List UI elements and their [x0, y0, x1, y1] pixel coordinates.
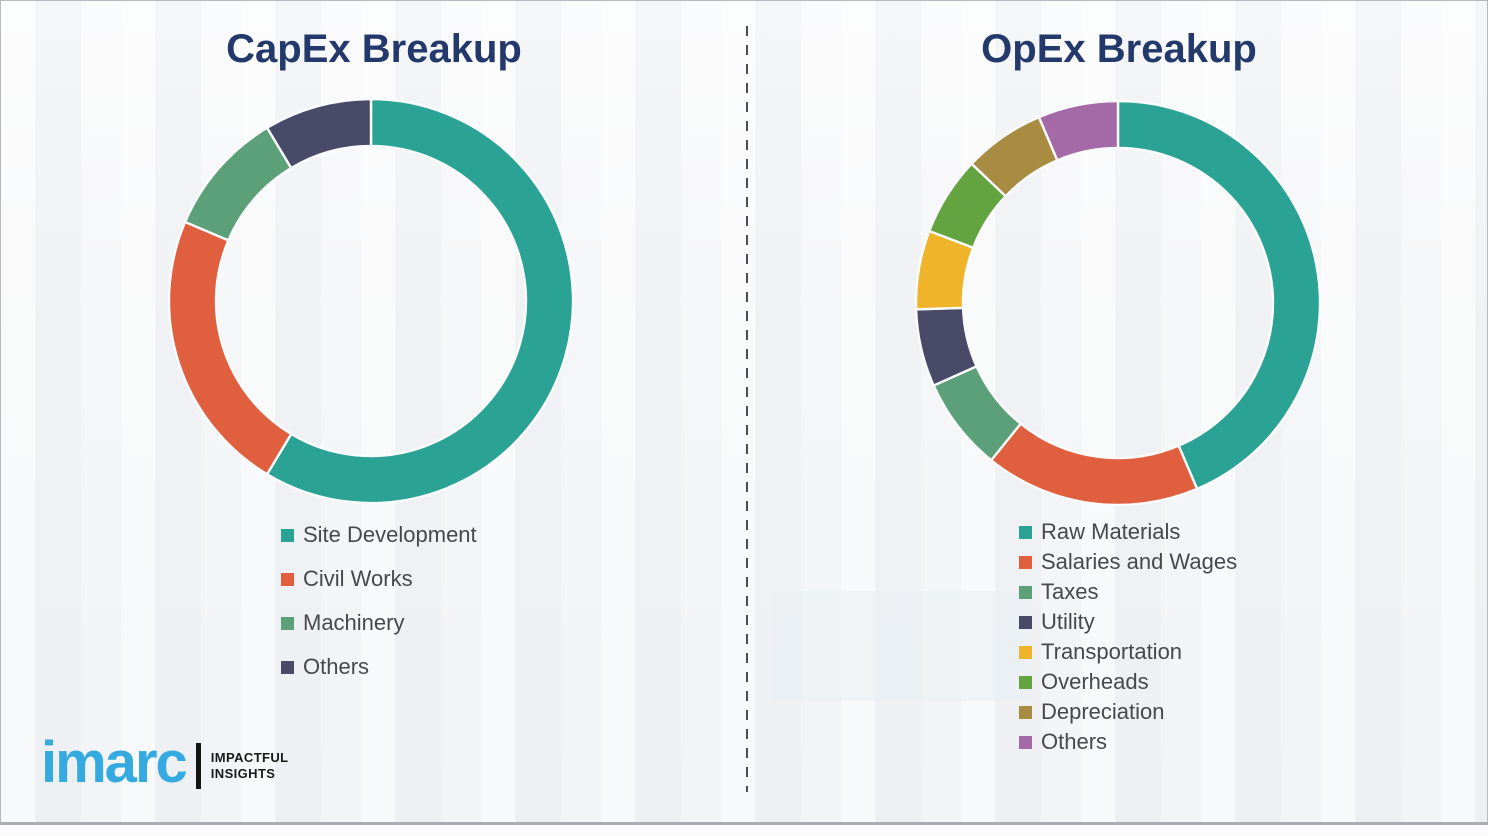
imarc-logo-text: imarc [41, 730, 188, 795]
donut-segment-others [265, 97, 373, 170]
legend-item: Salaries and Wages [1019, 547, 1237, 577]
legend-item: Raw Materials [1019, 517, 1237, 547]
legend-label: Transportation [1041, 639, 1183, 664]
legend-swatch [281, 660, 294, 674]
opex-chart-title: OpEx Breakup [981, 27, 1257, 71]
legend-label: Machinery [303, 610, 405, 635]
donut-segment-raw-materials [1116, 99, 1322, 491]
legend-label: Others [1041, 729, 1108, 754]
legend-label: Utility [1041, 609, 1095, 634]
logo-tagline: IMPACTFUL INSIGHTS [211, 750, 289, 783]
legend-label: Salaries and Wages [1041, 549, 1238, 574]
legend-swatch [1019, 705, 1032, 719]
legend-swatch [1019, 525, 1032, 539]
donut-segment-machinery [183, 126, 293, 242]
logo-tagline-line2: INSIGHTS [210, 766, 276, 782]
capex-legend: Site Development Civil Works Machinery Othe… [281, 513, 477, 689]
donut-segment-site-development [265, 97, 575, 505]
legend-item: Utility [1019, 607, 1237, 637]
legend-item: Others [281, 645, 477, 689]
imarc-logo: imarc IMPACTFUL INSIGHTS [41, 730, 289, 795]
donut-segment-others [1037, 99, 1120, 162]
legend-swatch [1019, 675, 1032, 689]
legend-swatch [1019, 585, 1032, 599]
legend-item: Site Development [281, 513, 477, 557]
legend-label: Site Development [303, 522, 477, 547]
legend-swatch [1019, 735, 1032, 749]
logo-divider-bar [195, 743, 201, 790]
capex-chart-title: CapEx Breakup [226, 27, 522, 71]
logo-tagline-line1: IMPACTFUL [210, 749, 289, 765]
legend-label: Civil Works [303, 566, 413, 591]
legend-swatch [1019, 555, 1032, 569]
legend-swatch [281, 528, 294, 542]
capex-donut-chart [167, 97, 575, 505]
legend-label: Raw Materials [1041, 519, 1181, 544]
legend-item: Civil Works [281, 557, 477, 601]
opex-donut-chart [914, 99, 1322, 507]
legend-swatch [1019, 615, 1032, 629]
legend-swatch [1019, 645, 1032, 659]
donut-segment-salaries-and-wages [989, 421, 1199, 507]
legend-item: Overheads [1019, 667, 1237, 697]
legend-item: Transportation [1019, 637, 1237, 667]
legend-label: Others [303, 654, 370, 679]
divider-dashed-line [746, 26, 748, 792]
legend-swatch [281, 616, 294, 630]
legend-label: Depreciation [1041, 699, 1165, 724]
legend-item: Others [1019, 727, 1237, 757]
bottom-border-strip [0, 822, 1488, 825]
legend-item: Depreciation [1019, 697, 1237, 727]
legend-swatch [281, 572, 294, 586]
legend-label: Taxes [1041, 579, 1099, 604]
donut-segment-civil-works [167, 220, 293, 476]
opex-legend: Raw Materials Salaries and Wages Taxes Util… [1019, 517, 1237, 757]
legend-item: Taxes [1019, 577, 1237, 607]
legend-item: Machinery [281, 601, 477, 645]
legend-label: Overheads [1041, 669, 1149, 694]
